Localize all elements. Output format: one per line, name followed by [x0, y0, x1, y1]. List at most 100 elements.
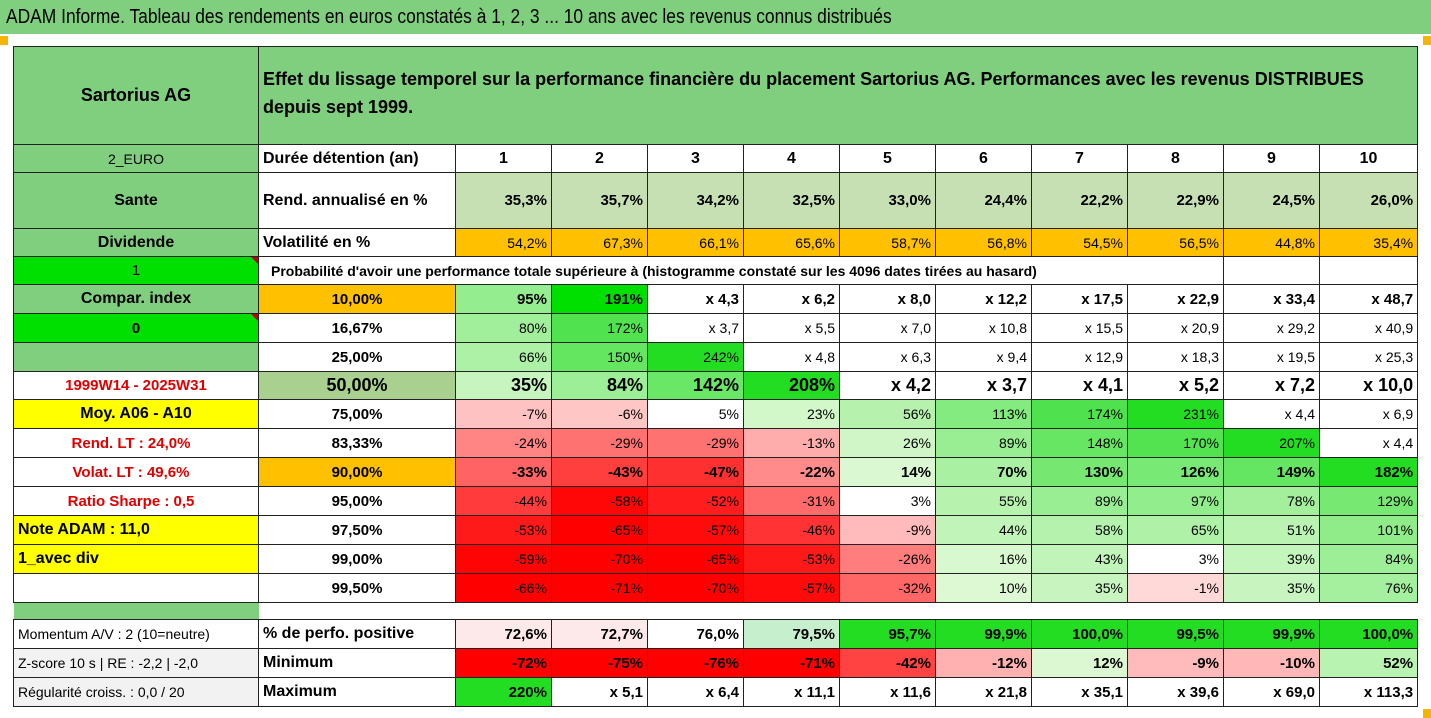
- vol-value: 58,7%: [839, 228, 936, 257]
- quantile-value: -29%: [647, 428, 744, 458]
- left-info-cell: Rend. LT : 24,0%: [13, 428, 259, 458]
- quantile-value: 10%: [935, 573, 1032, 603]
- rend-value: 32,5%: [743, 172, 840, 229]
- spacer-blank: [259, 603, 1418, 620]
- bottom-row-value: x 35,1: [1031, 677, 1128, 707]
- quantile-value: 97%: [1127, 486, 1224, 516]
- quantile-value: 172%: [551, 313, 648, 343]
- quantile-value: x 22,9: [1127, 284, 1224, 314]
- quantile-value: 55%: [935, 486, 1032, 516]
- left-info-cell: Compar. index: [13, 284, 259, 314]
- currency-label: 2_EURO: [13, 144, 259, 173]
- bottom-row-value: -71%: [743, 648, 840, 678]
- quantile-value: -57%: [743, 573, 840, 603]
- quantile-value: 150%: [551, 342, 648, 372]
- corner-marker-bottom: [1423, 709, 1431, 718]
- left-info-cell: 0: [13, 313, 259, 343]
- quantile-value: x 18,3: [1127, 342, 1224, 372]
- quantile-value: -24%: [455, 428, 552, 458]
- bottom-row-value: -76%: [647, 648, 744, 678]
- bottom-row-value: -10%: [1223, 648, 1320, 678]
- bottom-row-value: x 5,1: [551, 677, 648, 707]
- vol-value: 67,3%: [551, 228, 648, 257]
- bottom-row-value: 79,5%: [743, 619, 840, 649]
- quantile-value: 231%: [1127, 399, 1224, 429]
- quantile-value: -53%: [455, 515, 552, 545]
- year-header: 3: [647, 144, 744, 173]
- quantile-value: 66%: [455, 342, 552, 372]
- quantile-value: x 5,5: [743, 313, 840, 343]
- quantile-value: x 4,1: [1031, 371, 1128, 400]
- vol-value: 65,6%: [743, 228, 840, 257]
- bottom-row-value: x 11,6: [839, 677, 936, 707]
- quantile-value: 174%: [1031, 399, 1128, 429]
- year-header: 1: [455, 144, 552, 173]
- bottom-row-value: 100,0%: [1031, 619, 1128, 649]
- quantile-value: 35%: [1031, 573, 1128, 603]
- quantile-value: 26%: [839, 428, 936, 458]
- quantile-value: 56%: [839, 399, 936, 429]
- empty-cell: [13, 342, 259, 372]
- quantile-value: x 8,0: [839, 284, 936, 314]
- quantile-label: 97,50%: [258, 515, 456, 545]
- quantile-value: -13%: [743, 428, 840, 458]
- quantile-value: x 19,5: [1223, 342, 1320, 372]
- quantile-value: x 48,7: [1318, 284, 1419, 314]
- quantile-value: -53%: [743, 544, 840, 574]
- quantile-value: x 6,3: [839, 342, 936, 372]
- year-header: 9: [1223, 144, 1320, 173]
- stat-label: Z-score 10 s | RE : -2,2 | -2,0: [13, 648, 259, 678]
- bottom-row-value: 95,7%: [839, 619, 936, 649]
- quantile-value: x 6,2: [743, 284, 840, 314]
- quantile-value: -32%: [839, 573, 936, 603]
- quantile-value: x 6,9: [1318, 399, 1419, 429]
- year-header: 7: [1031, 144, 1128, 173]
- company-name: Sartorius AG: [13, 46, 259, 145]
- year-header: 5: [839, 144, 936, 173]
- quantile-value: 43%: [1031, 544, 1128, 574]
- quantile-value: x 40,9: [1318, 313, 1419, 343]
- quantile-value: 126%: [1127, 457, 1224, 487]
- corner-marker-right: [1423, 36, 1431, 45]
- bottom-row-label: Minimum: [258, 648, 456, 678]
- stat-label: Momentum A/V : 2 (10=neutre): [13, 619, 259, 649]
- quantile-label: 83,33%: [258, 428, 456, 458]
- quantile-value: 80%: [455, 313, 552, 343]
- quantile-value: -46%: [743, 515, 840, 545]
- left-info-cell: Volat. LT : 49,6%: [13, 457, 259, 487]
- bottom-row-value: 99,9%: [1223, 619, 1320, 649]
- quantile-value: x 10,8: [935, 313, 1032, 343]
- rend-value: 22,2%: [1031, 172, 1128, 229]
- quantile-value: -1%: [1127, 573, 1224, 603]
- bottom-row-value: 99,9%: [935, 619, 1032, 649]
- quantile-value: 35%: [1223, 573, 1320, 603]
- proba-label: Probabilité d'avoir une performance tota…: [258, 256, 1224, 285]
- quantile-value: 35%: [455, 371, 552, 400]
- year-header: 6: [935, 144, 1032, 173]
- rend-value: 35,7%: [551, 172, 648, 229]
- rend-value: 26,0%: [1318, 172, 1419, 229]
- bottom-row-value: 12%: [1031, 648, 1128, 678]
- quantile-value: -70%: [647, 573, 744, 603]
- quantile-value: -66%: [455, 573, 552, 603]
- vol-value: 54,5%: [1031, 228, 1128, 257]
- empty-cell: [1318, 256, 1419, 285]
- quantile-value: x 12,2: [935, 284, 1032, 314]
- title-bar: ADAM Informe. Tableau des rendements en …: [0, 0, 1431, 36]
- quantile-value: 113%: [935, 399, 1032, 429]
- left-info-cell: Moy. A06 - A10: [13, 399, 259, 429]
- left-info-cell: 1999W14 - 2025W31: [13, 371, 259, 400]
- quantile-value: 65%: [1127, 515, 1224, 545]
- year-header: 2: [551, 144, 648, 173]
- quantile-value: x 7,0: [839, 313, 936, 343]
- bottom-row-value: -75%: [551, 648, 648, 678]
- vol-label: Volatilité en %: [258, 228, 456, 257]
- quantile-value: 78%: [1223, 486, 1320, 516]
- quantile-value: x 7,2: [1223, 371, 1320, 400]
- vol-value: 54,2%: [455, 228, 552, 257]
- quantile-label: 99,00%: [258, 544, 456, 574]
- rend-value: 24,4%: [935, 172, 1032, 229]
- quantile-value: 51%: [1223, 515, 1320, 545]
- quantile-value: -47%: [647, 457, 744, 487]
- quantile-value: -57%: [647, 515, 744, 545]
